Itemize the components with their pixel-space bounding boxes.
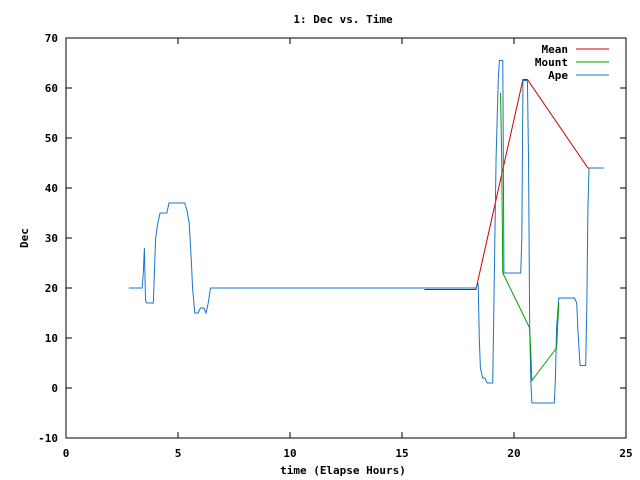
axes: 0 5 10 15 20 25 -10 0 10 20 30 40 50 60 70 — [38, 32, 633, 460]
legend-label-ape: Ape — [548, 69, 568, 82]
series-line-mount — [500, 92, 560, 382]
y-tick-label: 20 — [45, 282, 58, 295]
x-tick-label: 5 — [175, 447, 182, 460]
y-tick-label: 10 — [45, 332, 58, 345]
x-tick-label: 15 — [395, 447, 408, 460]
y-tick-label: 60 — [45, 82, 58, 95]
y-tick-label: 40 — [45, 182, 58, 195]
y-tick-label: 50 — [45, 132, 58, 145]
y-tick-label: 30 — [45, 232, 58, 245]
legend-label-mean: Mean — [542, 43, 569, 56]
y-tick-label: 70 — [45, 32, 58, 45]
y-tick-label: 0 — [51, 382, 58, 395]
x-axis-label: time (Elapse Hours) — [280, 464, 406, 477]
x-tick-label: 25 — [619, 447, 632, 460]
series-line-ape — [128, 60, 604, 404]
y-tick-label: -10 — [38, 432, 58, 445]
x-tick-label: 0 — [63, 447, 70, 460]
chart-title: 1: Dec vs. Time — [293, 13, 393, 26]
plot-lines — [128, 60, 604, 404]
y-axis-label: Dec — [18, 228, 31, 248]
x-tick-label: 20 — [507, 447, 520, 460]
x-tick-label: 10 — [283, 447, 296, 460]
plot-frame — [65, 37, 627, 439]
series-line-mean — [424, 79, 604, 290]
legend-label-mount: Mount — [535, 56, 568, 69]
